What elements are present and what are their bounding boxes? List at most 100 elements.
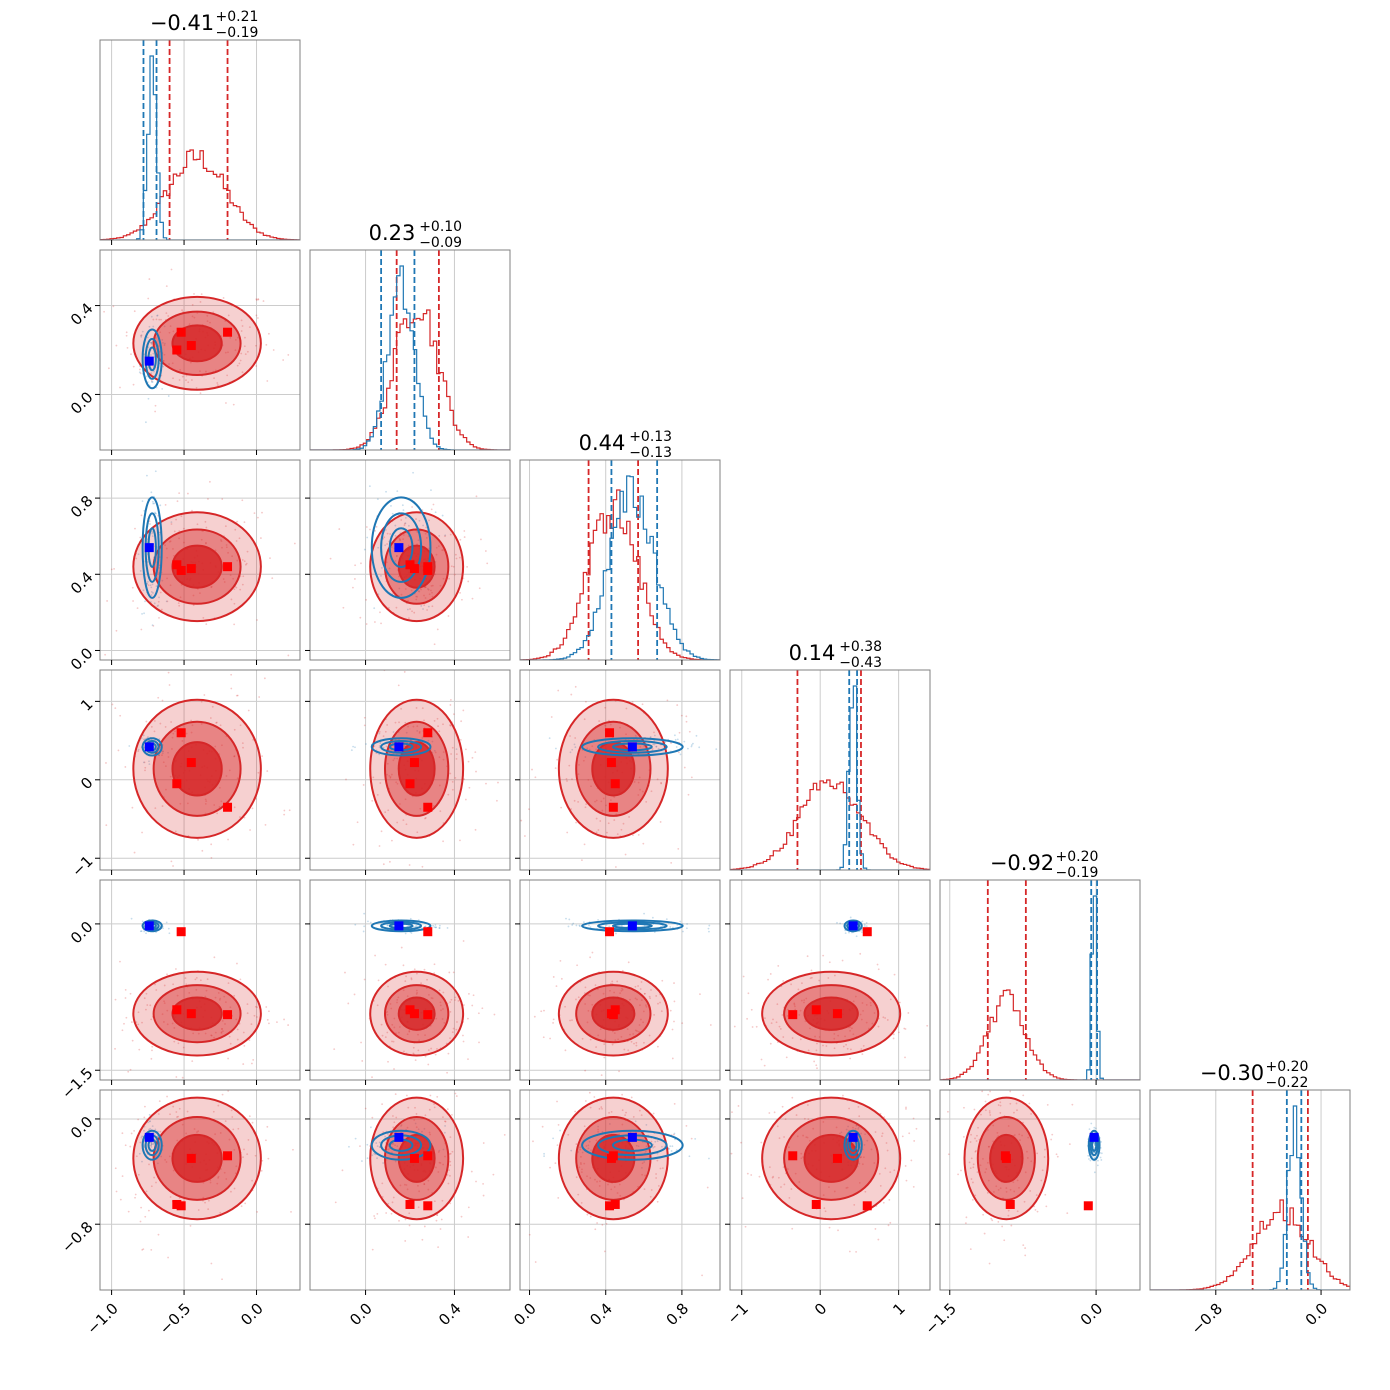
sample-point: [448, 971, 451, 974]
sample-point: [212, 311, 215, 314]
sample-point: [377, 593, 380, 596]
sample-point: [410, 977, 413, 980]
sample-point: [447, 793, 450, 796]
sample-point: [371, 1248, 374, 1251]
sample-point: [390, 1212, 393, 1215]
sample-point: [433, 1103, 435, 1105]
sample-point: [398, 575, 400, 578]
sample-point: [256, 619, 258, 621]
sample-point: [252, 1058, 255, 1061]
sample-point: [1093, 1126, 1096, 1129]
sample-point: [885, 1142, 888, 1144]
sample-point: [398, 1031, 400, 1034]
sample-point: [143, 1116, 146, 1119]
sample-point: [788, 1196, 791, 1199]
sample-point: [144, 600, 146, 603]
sample-point: [969, 1167, 972, 1170]
sample-point: [354, 746, 356, 749]
sample-point: [396, 555, 398, 558]
sample-point: [616, 1192, 619, 1194]
sample-point: [556, 1100, 558, 1103]
sample-point: [988, 1262, 991, 1265]
sample-point: [584, 1003, 587, 1005]
sample-point: [786, 1014, 789, 1017]
sample-point: [405, 731, 408, 734]
sample-point: [794, 1005, 796, 1008]
sample-point: [627, 961, 630, 964]
histogram-series-0: [730, 779, 930, 870]
sample-point: [678, 751, 680, 754]
sample-point: [1099, 1156, 1102, 1159]
sample-point: [228, 1035, 231, 1038]
sample-point: [468, 786, 471, 789]
sample-point: [214, 996, 217, 999]
sample-point: [450, 998, 453, 1001]
sample-point: [147, 397, 150, 400]
sample-point: [1091, 1155, 1094, 1158]
sample-point: [243, 1044, 246, 1047]
sample-point: [608, 1111, 610, 1114]
sample-point: [685, 720, 688, 723]
sample-point: [380, 1023, 383, 1026]
sample-point: [219, 538, 222, 541]
sample-point: [972, 1163, 975, 1166]
sample-point: [709, 1024, 712, 1026]
sample-point: [361, 1160, 363, 1162]
sample-point: [578, 1166, 581, 1169]
sample-point: [999, 1101, 1002, 1104]
sample-point: [604, 706, 607, 709]
sample-point: [162, 360, 165, 362]
sample-point: [150, 725, 153, 728]
sample-point: [1036, 1152, 1039, 1155]
x-tick-label: 0.0: [346, 1300, 376, 1330]
sample-point: [800, 999, 803, 1002]
sample-point: [218, 786, 221, 789]
sample-point: [787, 1008, 789, 1011]
sample-point: [449, 533, 452, 536]
sample-point: [585, 1145, 588, 1147]
sample-point: [161, 752, 164, 755]
sample-point: [152, 1143, 155, 1146]
panel-2-1: [310, 460, 510, 660]
sample-point: [156, 314, 159, 317]
sample-point: [153, 1176, 156, 1179]
sample-point: [859, 1013, 862, 1016]
sample-point: [242, 746, 244, 749]
sample-point: [475, 1180, 477, 1183]
sample-point: [414, 925, 417, 928]
contour-series-0: [171, 1133, 223, 1183]
sample-point: [412, 471, 414, 474]
sample-point: [584, 1069, 587, 1072]
sample-point: [263, 677, 266, 680]
panel-frame: [309, 249, 511, 451]
sample-point: [114, 1047, 116, 1050]
sample-point: [634, 734, 637, 737]
sample-point: [168, 1155, 171, 1158]
sample-point: [427, 1188, 430, 1191]
sample-point: [178, 452, 180, 454]
sample-point: [607, 1183, 609, 1186]
sample-point: [379, 742, 382, 745]
sample-point: [552, 1022, 554, 1024]
sample-point: [937, 1184, 939, 1186]
sample-point: [903, 1027, 906, 1030]
sample-point: [243, 1148, 245, 1151]
sample-point: [990, 1217, 993, 1220]
sample-point: [643, 1161, 646, 1163]
sample-point: [651, 916, 654, 919]
sample-point: [883, 1116, 886, 1119]
sample-point: [223, 581, 226, 583]
sample-point: [148, 763, 151, 766]
sample-point: [907, 1012, 910, 1014]
sample-point: [161, 699, 164, 702]
sample-point: [846, 1047, 849, 1050]
sample-point: [179, 596, 182, 599]
panel-frame: [1149, 1089, 1351, 1291]
sample-point: [151, 341, 153, 344]
sample-point: [862, 1009, 864, 1012]
sample-point: [387, 1060, 389, 1063]
sample-point: [128, 745, 131, 747]
sample-point: [601, 1107, 603, 1110]
sample-point: [549, 1166, 551, 1169]
sample-point: [142, 734, 145, 737]
